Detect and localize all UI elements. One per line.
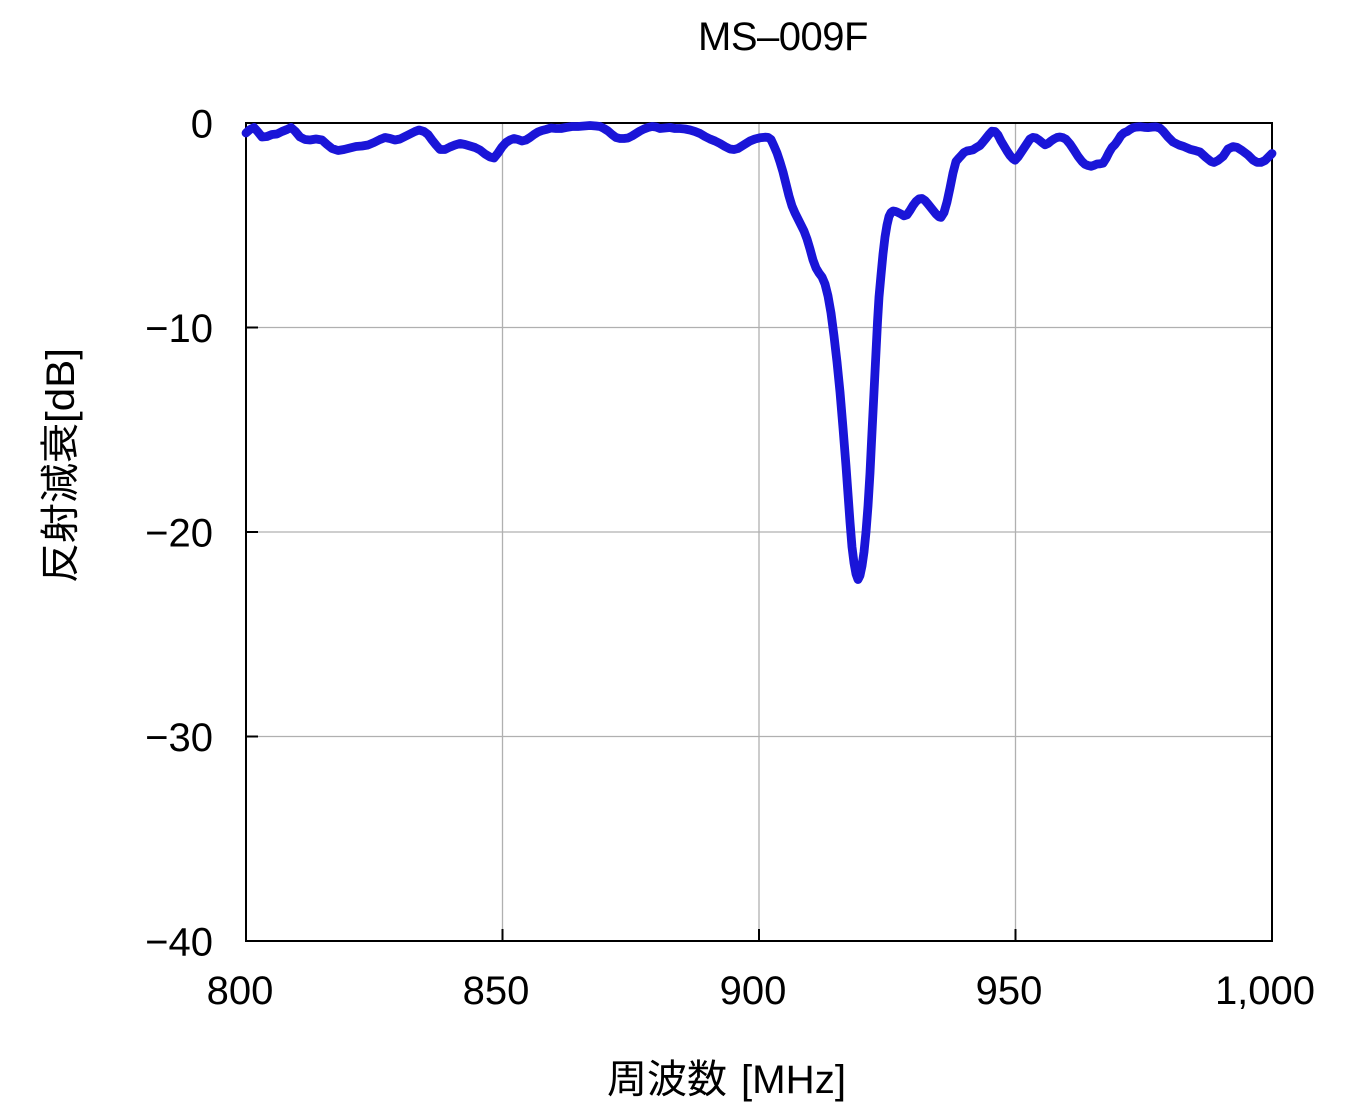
svg-text:[dB]: [dB] xyxy=(39,348,83,423)
svg-text:−20: −20 xyxy=(145,512,213,556)
svg-text:[MHz]: [MHz] xyxy=(741,1058,846,1102)
svg-text:−10: −10 xyxy=(145,307,213,351)
svg-text:−30: −30 xyxy=(145,716,213,760)
svg-text:900: 900 xyxy=(720,969,787,1013)
svg-text:0: 0 xyxy=(191,103,213,147)
svg-text:MS–009F: MS–009F xyxy=(698,15,868,59)
svg-text:800: 800 xyxy=(207,969,274,1013)
svg-text:950: 950 xyxy=(976,969,1043,1013)
svg-text:−40: −40 xyxy=(145,921,213,965)
svg-text:850: 850 xyxy=(463,969,530,1013)
svg-text:1,000: 1,000 xyxy=(1215,969,1315,1013)
